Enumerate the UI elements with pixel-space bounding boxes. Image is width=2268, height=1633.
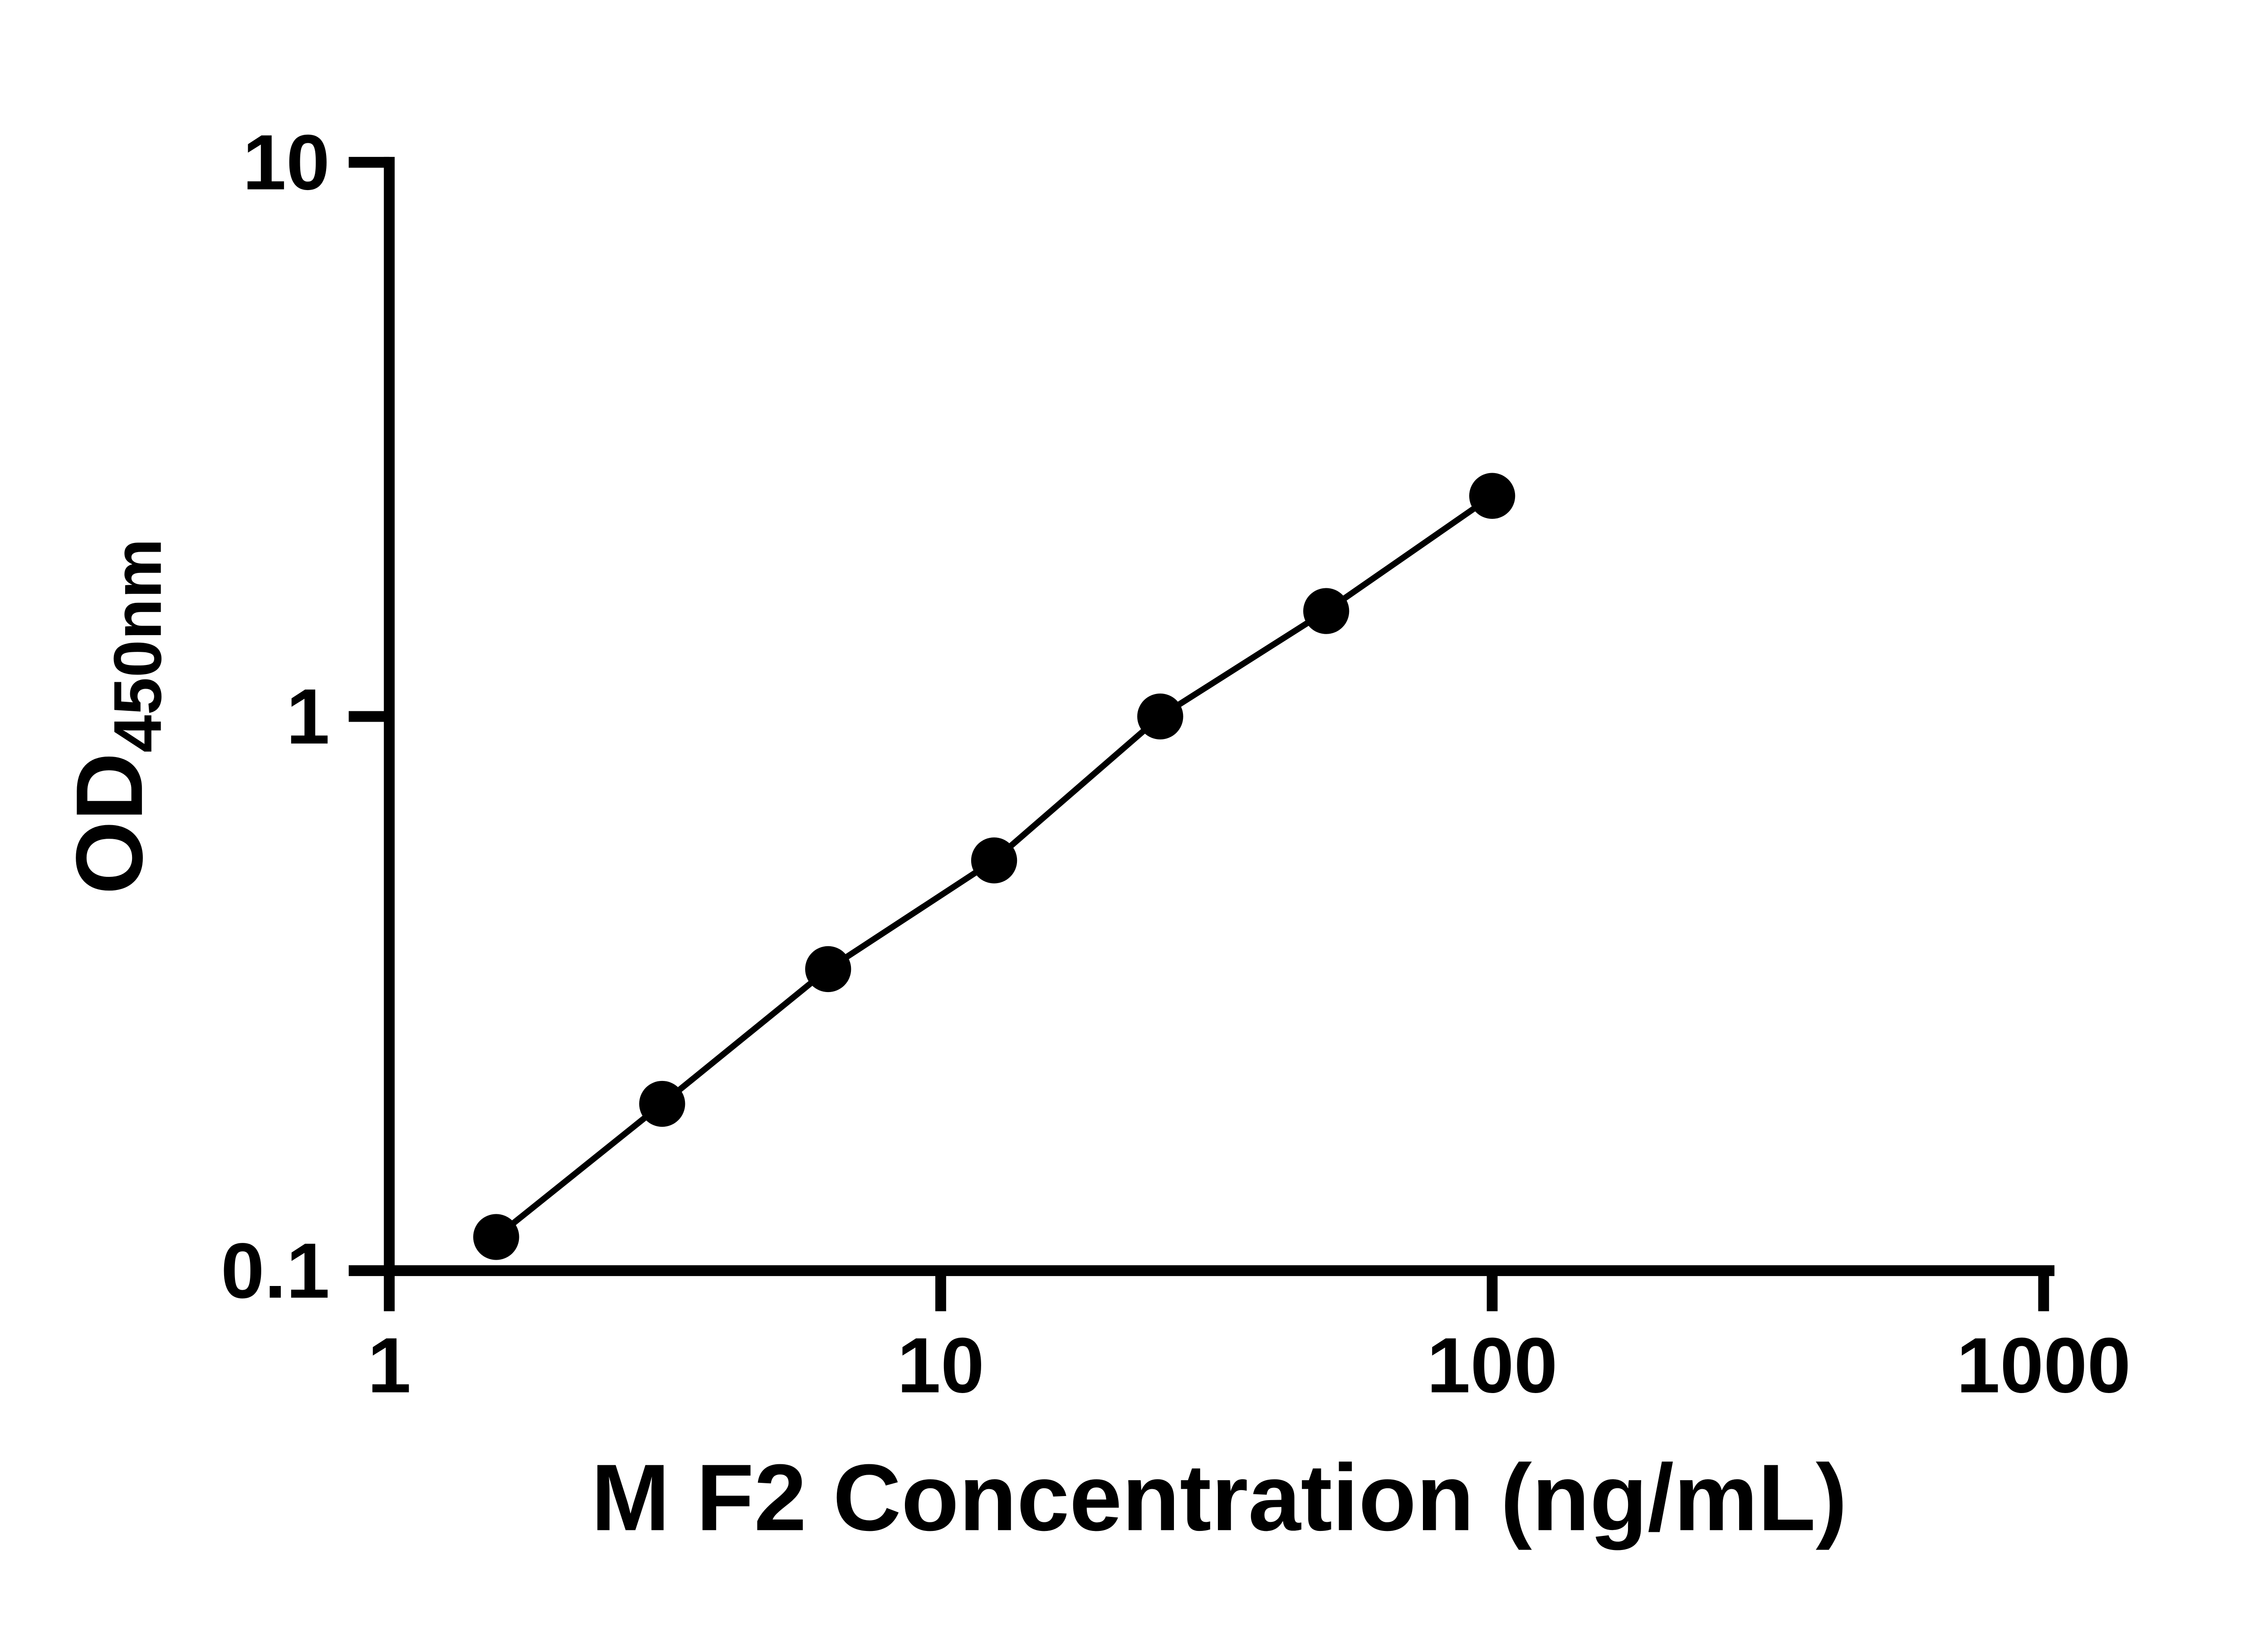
data-point	[639, 1081, 685, 1127]
y-tick-label: 0.1	[221, 1227, 330, 1315]
y-axis-title-main: OD	[57, 753, 162, 895]
y-tick-label: 10	[243, 118, 330, 206]
data-point	[1469, 473, 1515, 519]
x-tick-label: 1000	[1956, 1321, 2131, 1409]
axes-layer	[348, 156, 2055, 1311]
y-axis-title: OD450nm	[57, 538, 176, 895]
data-point	[971, 837, 1017, 884]
data-point	[805, 946, 851, 993]
data-point	[473, 1214, 519, 1260]
y-axis-title-sub: 450nm	[100, 538, 176, 753]
x-tick-label: 100	[1427, 1321, 1557, 1409]
y-tick-label: 1	[286, 673, 330, 760]
x-axis-title: M F2 Concentration (ng/mL)	[591, 1445, 1847, 1550]
data-point	[1137, 693, 1183, 740]
data-point	[1303, 588, 1349, 634]
series-layer	[473, 473, 1515, 1260]
tick-label-layer: 1 10 100 1000 0.1 1 10	[221, 118, 2131, 1409]
x-tick-label: 10	[897, 1321, 984, 1409]
x-tick-label: 1	[367, 1321, 411, 1409]
